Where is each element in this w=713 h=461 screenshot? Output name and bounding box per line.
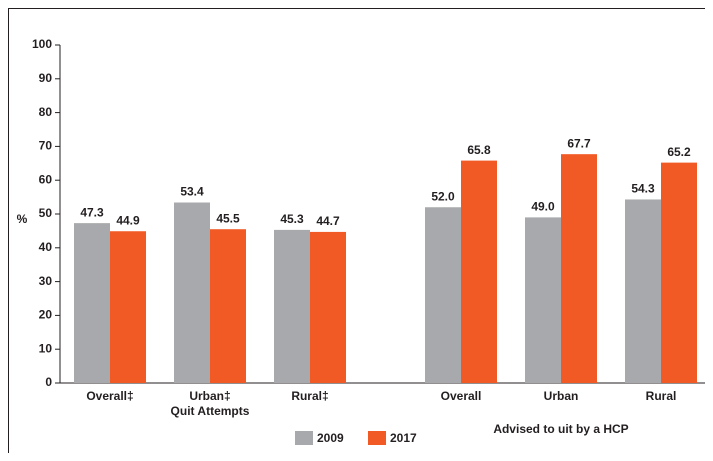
bar <box>310 231 346 383</box>
bar <box>561 154 597 383</box>
y-tick-label: 70 <box>39 139 53 153</box>
bar <box>525 217 561 383</box>
bar <box>74 223 110 383</box>
y-tick-label: 30 <box>39 274 53 288</box>
x-tick-label: Urban‡ <box>189 389 230 403</box>
x-tick-label: Rural <box>646 389 677 403</box>
value-label: 52.0 <box>431 189 455 203</box>
bar <box>425 207 461 383</box>
x-tick-label: Rural‡ <box>291 389 328 403</box>
y-tick-label: 10 <box>39 341 53 355</box>
legend-label: 2009 <box>317 431 344 445</box>
x-tick-label: Overall <box>441 389 482 403</box>
bar <box>625 199 661 383</box>
value-label: 44.9 <box>116 213 140 227</box>
bar <box>661 162 697 383</box>
y-tick-label: 80 <box>39 105 53 119</box>
legend-label: 2017 <box>390 431 417 445</box>
legend-swatch <box>295 431 313 445</box>
x-tick-label: Urban <box>544 389 579 403</box>
bar <box>174 202 210 383</box>
group-label: Advised to uit by a HCP <box>493 422 628 436</box>
value-label: 67.7 <box>567 136 591 150</box>
bar <box>461 160 497 383</box>
value-label: 65.8 <box>467 143 491 157</box>
value-label: 45.3 <box>280 212 304 226</box>
value-label: 65.2 <box>667 145 691 159</box>
value-label: 49.0 <box>531 200 555 214</box>
bar <box>210 229 246 383</box>
y-axis-label: % <box>17 212 28 226</box>
y-tick-label: 0 <box>45 375 52 389</box>
y-tick-label: 90 <box>39 71 53 85</box>
value-label: 45.5 <box>216 211 240 225</box>
frame <box>8 8 705 453</box>
y-tick-label: 60 <box>39 172 53 186</box>
legend-swatch <box>368 431 386 445</box>
value-label: 54.3 <box>631 182 655 196</box>
value-label: 44.7 <box>316 214 340 228</box>
group-label: Quit Attempts <box>171 404 250 418</box>
value-label: 47.3 <box>80 205 104 219</box>
y-tick-label: 20 <box>39 308 53 322</box>
value-label: 53.4 <box>180 185 204 199</box>
x-tick-label: Overall‡ <box>86 389 133 403</box>
bar <box>110 231 146 383</box>
y-tick-label: 40 <box>39 240 53 254</box>
bar <box>274 229 310 383</box>
y-tick-label: 100 <box>32 37 52 51</box>
y-tick-label: 50 <box>39 206 53 220</box>
